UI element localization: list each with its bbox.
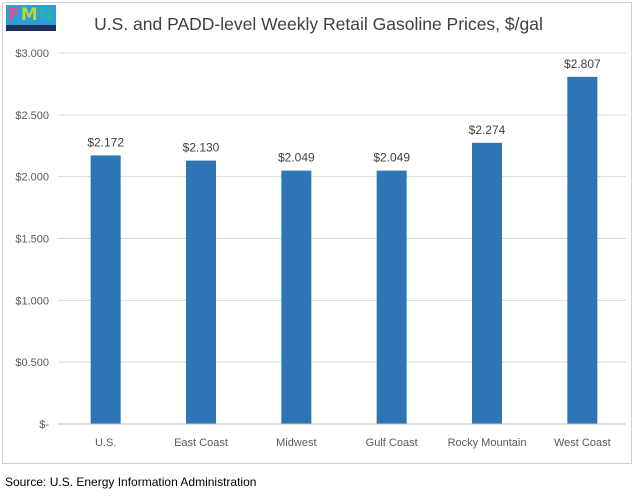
x-tick-label-0: U.S. xyxy=(95,437,116,449)
bar-5 xyxy=(567,76,598,424)
data-label-1: $2.130 xyxy=(183,141,220,155)
x-tick-label-3: Gulf Coast xyxy=(366,437,418,449)
bar-0 xyxy=(90,155,121,424)
y-tick-label-5: $2.500 xyxy=(15,110,49,122)
x-tick-label-4: Rocky Mountain xyxy=(448,437,527,449)
data-label-3: $2.049 xyxy=(373,151,410,165)
x-tick-label-1: East Coast xyxy=(174,437,228,449)
data-label-5: $2.807 xyxy=(564,57,601,71)
bar-2 xyxy=(281,170,312,424)
x-tick-label-2: Midwest xyxy=(276,437,316,449)
logo-letter-f: F xyxy=(8,5,21,25)
x-tick-label-5: West Coast xyxy=(554,437,611,449)
y-tick-label-2: $1.000 xyxy=(15,295,49,307)
y-tick-label-4: $2.000 xyxy=(15,172,49,184)
y-tick-label-6: $3.000 xyxy=(15,48,49,60)
bar-1 xyxy=(186,160,216,424)
gridlines xyxy=(58,52,626,425)
bar-chart: $- $0.500 $1.000 $1.500 $2.000 $2.500 $3.000 $… xyxy=(15,48,626,449)
y-tick-label-3: $1.500 xyxy=(15,234,49,246)
x-axis: U.S. East Coast Midwest Gulf Coast Rocky Mou… xyxy=(58,423,626,449)
y-tick-label-0: $- xyxy=(39,419,49,431)
logo-letter-n: N xyxy=(38,5,54,25)
source-note: Source: U.S. Energy Information Administ… xyxy=(5,475,257,489)
y-tick-label-1: $0.500 xyxy=(15,357,49,369)
data-label-2: $2.049 xyxy=(278,151,315,165)
chart-title: U.S. and PADD-level Weekly Retail Gasoli… xyxy=(94,14,543,34)
data-labels: $2.172 $2.130 $2.049 $2.049 $2.274 $2.807 xyxy=(87,57,601,165)
bar-3 xyxy=(376,170,407,424)
data-label-4: $2.274 xyxy=(469,123,506,137)
bars xyxy=(90,76,598,425)
logo-caption-strip xyxy=(6,25,56,31)
y-axis: $- $0.500 $1.000 $1.500 $2.000 $2.500 $3.000 xyxy=(15,48,49,431)
logo-letter-m: M xyxy=(20,5,39,25)
bar-4 xyxy=(472,142,502,425)
data-label-0: $2.172 xyxy=(87,135,124,149)
